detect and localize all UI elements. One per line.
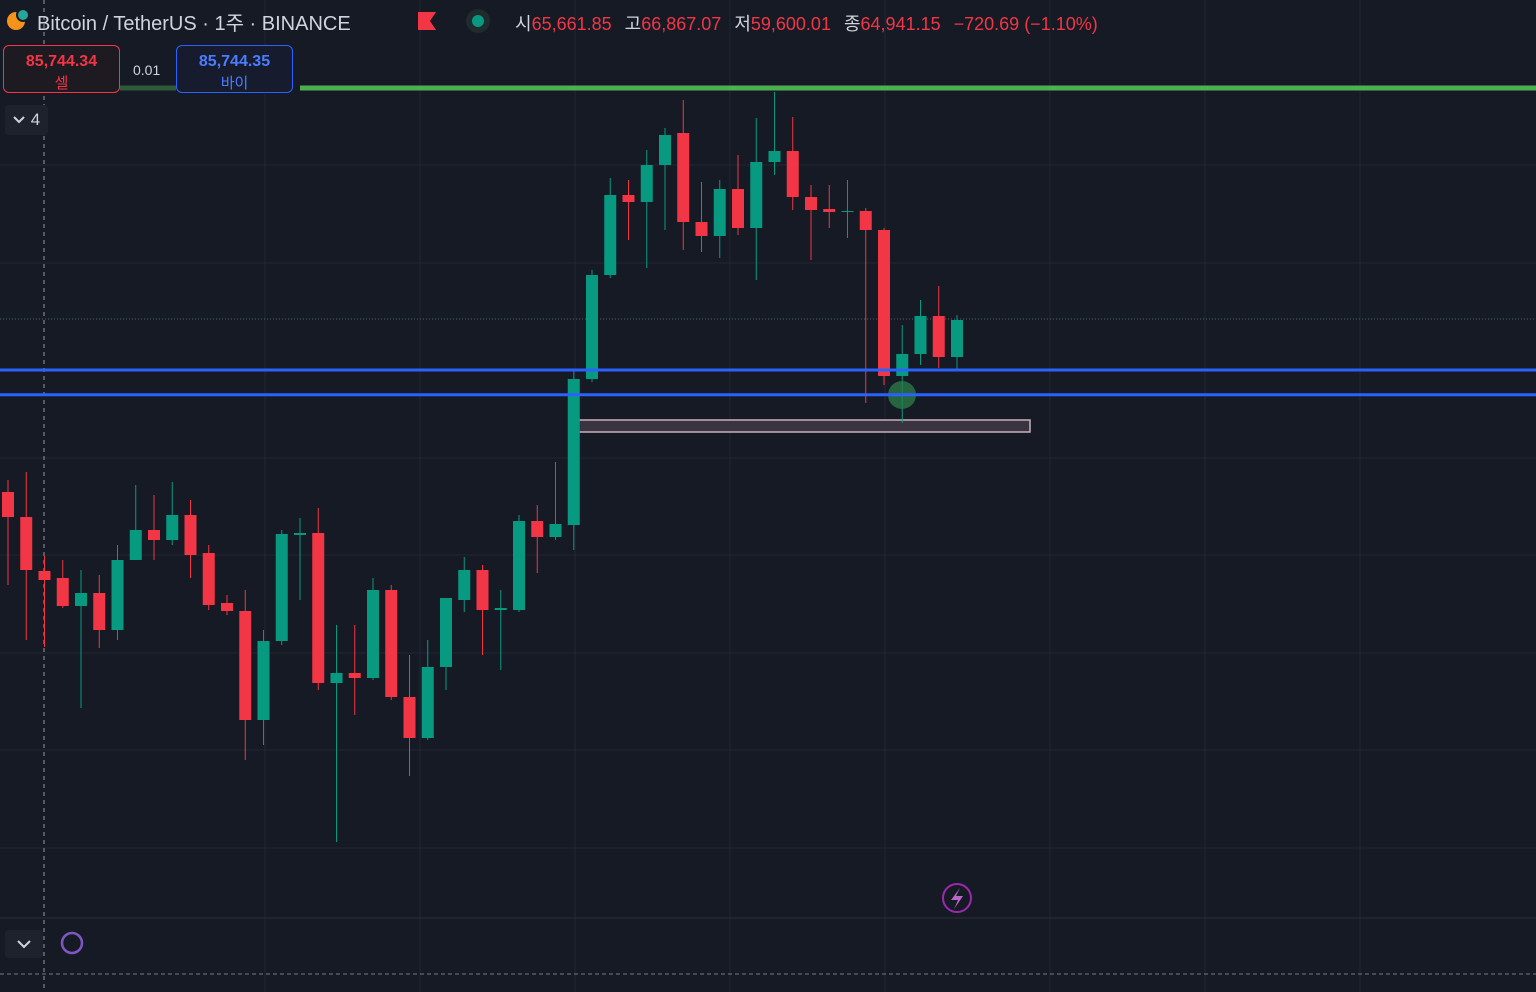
buy-price: 85,744.35 [198,53,271,70]
candle-body [513,521,525,610]
candle-body [385,590,398,698]
candle-body [750,161,763,229]
candle-body [567,378,580,526]
candle-body [622,194,635,202]
candle-body [148,530,160,540]
candle-body [75,592,87,606]
candle-body [805,197,817,210]
candle-body [859,211,872,230]
flag-icon[interactable] [418,12,436,30]
candle-body [367,590,379,679]
candle-body [768,151,781,162]
sell-label: 셀 [54,75,69,92]
candle-body [129,530,142,560]
sync-icon[interactable] [60,931,84,955]
status-dot [472,15,484,27]
collapse-button[interactable] [5,930,43,958]
alert-bolt [951,888,963,909]
candle-body [476,570,489,610]
symbol-title[interactable]: Bitcoin / TetherUS · 1주 · BINANCE [37,12,351,35]
candle-body [330,672,343,683]
candle-body [20,517,33,570]
ohlc-legend: 시65,661.85 고66,867.07 저59,600.01 종64,941… [515,10,1106,36]
candle-body [494,608,507,610]
candle-body [440,598,452,668]
ohlc-value: 59,600.01 [750,14,831,34]
candle-body [951,320,963,358]
change: −720.69 (−1.10%) [953,14,1098,34]
candle-body [166,514,179,540]
candle-body [2,491,14,518]
candle-body [604,194,617,276]
candle-body [184,514,197,556]
candle-body [111,560,124,630]
sell-price: 85,744.34 [25,53,98,70]
candle-body [531,521,544,538]
candle-body [878,230,890,376]
usdt-icon [16,8,30,22]
candles [2,91,963,842]
ohlc-value: 66,867.07 [641,14,722,34]
candle-body [640,165,653,202]
candle-body [221,602,233,612]
sell-button[interactable]: 85,744.34 셀 [3,45,120,93]
candle-body [932,315,945,358]
quantity[interactable]: 0.01 [133,62,161,78]
chevron [13,116,25,124]
candle-body [275,534,288,642]
candle-body [294,532,306,535]
indicator-toggle[interactable]: 4 [5,105,48,135]
ohlc-value: 64,941.15 [860,14,941,34]
candle-body [202,552,215,606]
candle-body [257,641,270,720]
candle-body [239,611,252,720]
buy-label: 바이 [220,75,249,92]
candle-body [659,135,671,166]
chevron [17,940,31,949]
candle-body [713,188,726,236]
candle-body [841,211,854,213]
ohlc-label: 종 [843,14,861,34]
candle-body [695,221,708,236]
candle-body [348,672,361,679]
candle-body [586,275,598,379]
candle-body [823,208,836,212]
range-box [574,419,1031,433]
candle-body [56,578,69,606]
candle-body [677,132,690,222]
ohlc-label: 시 [515,14,532,34]
candle-body [786,151,799,198]
candle-body [312,532,325,683]
alert-icon[interactable] [942,883,972,913]
indicator-count: 4 [30,110,41,129]
candle-body [458,570,471,600]
candle-body [93,592,106,630]
candle-body [896,354,909,376]
ohlc-label: 고 [624,14,642,34]
ohlc-value: 65,661.85 [531,14,612,34]
candle-body [732,188,744,229]
buy-button[interactable]: 85,744.35 바이 [176,45,293,93]
candle-body [38,570,51,581]
candle-body [549,524,562,538]
candle-body [403,697,416,739]
candle-body [421,667,434,739]
candle-body [914,315,927,355]
symbol-header: Bitcoin / TetherUS · 1주 · BINANCE [0,0,351,42]
ohlc-label: 저 [734,14,751,34]
